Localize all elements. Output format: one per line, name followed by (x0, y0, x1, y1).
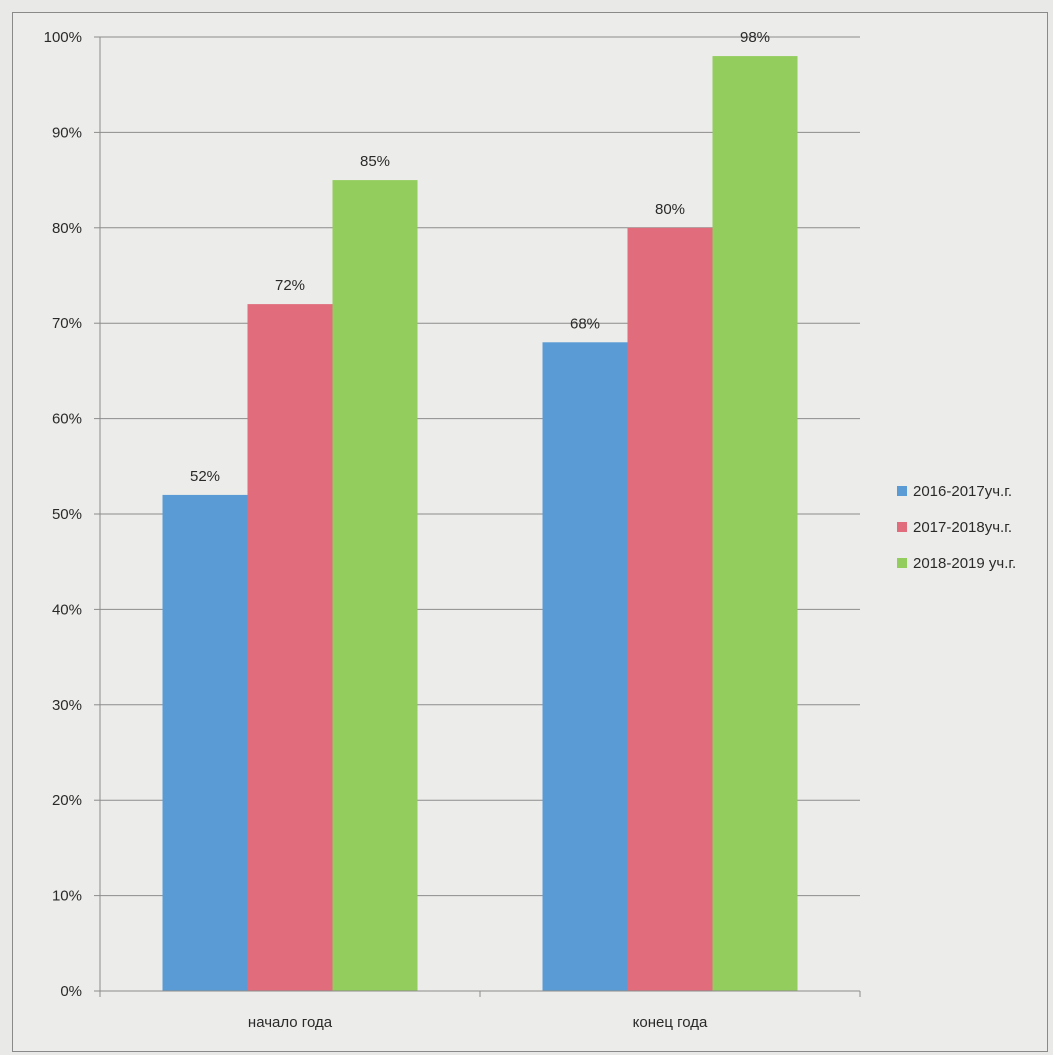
axes: 0% 10% 20% 30% 40% 50% 60% 70% 80% 90% 100% начало … (44, 29, 861, 1031)
data-labels: 52% 72% 85% 68% 80% 98% (190, 29, 770, 485)
y-tick-label: 100% (44, 29, 82, 46)
legend-swatch (897, 522, 907, 532)
legend-label: 2016-2017уч.г. (913, 483, 1012, 500)
bar (627, 227, 713, 992)
legend: 2016-2017уч.г. 2017-2018уч.г. 2018-2019 уч… (897, 483, 1016, 572)
x-tick-label: конец года (633, 1014, 708, 1031)
data-label: 52% (190, 468, 220, 485)
bar (162, 494, 248, 991)
y-tick-label: 0% (60, 983, 82, 1000)
y-tick-label: 20% (52, 792, 82, 809)
legend-label: 2018-2019 уч.г. (913, 555, 1016, 572)
bar (712, 56, 798, 991)
y-tick-label: 40% (52, 601, 82, 618)
bar (332, 180, 418, 992)
y-tick-label: 60% (52, 411, 82, 428)
data-label: 68% (570, 315, 600, 332)
legend-swatch (897, 486, 907, 496)
legend-swatch (897, 558, 907, 568)
bar (542, 342, 628, 991)
data-label: 85% (360, 153, 390, 170)
y-tick-label: 70% (52, 315, 82, 332)
bar (247, 304, 333, 991)
y-tick-label: 30% (52, 697, 82, 714)
data-label: 80% (655, 201, 685, 218)
data-label: 72% (275, 277, 305, 294)
x-tick-label: начало года (248, 1014, 333, 1031)
data-label: 98% (740, 29, 770, 46)
y-tick-label: 50% (52, 506, 82, 523)
bars (162, 56, 798, 992)
y-tick-label: 10% (52, 888, 82, 905)
y-tick-label: 90% (52, 124, 82, 141)
legend-label: 2017-2018уч.г. (913, 519, 1012, 536)
y-tick-label: 80% (52, 220, 82, 237)
